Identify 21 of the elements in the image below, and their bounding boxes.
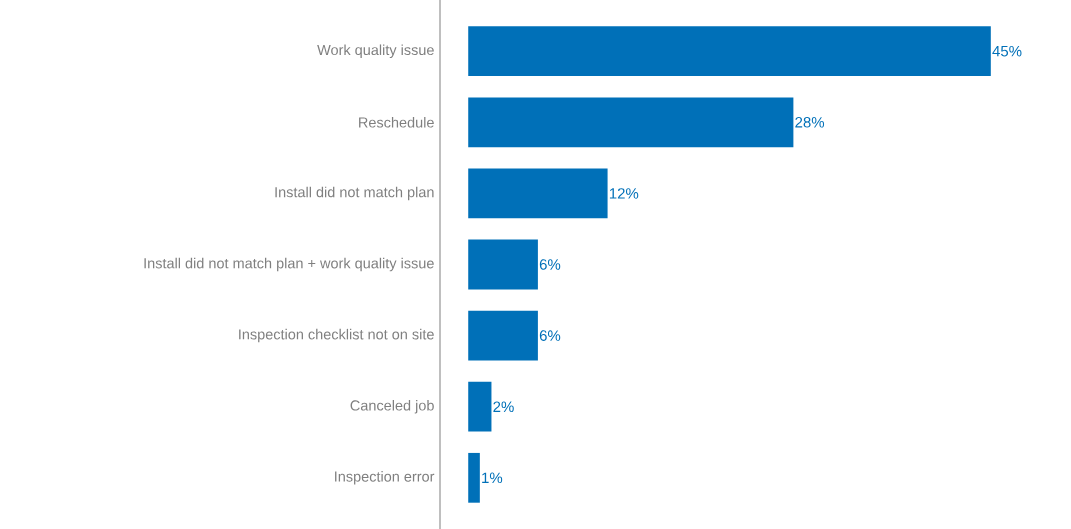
y-tick-label: Install did not match plan + work quality issue <box>144 257 434 272</box>
y-tick-label: Install did not match plan <box>275 186 434 201</box>
bar <box>468 168 608 219</box>
y-tick-label: Reschedule <box>359 116 434 128</box>
y-tick-label: Canceled job <box>350 399 434 414</box>
bar <box>468 381 492 432</box>
y-tick-label: Inspection error <box>335 471 435 485</box>
data-label: 6% <box>539 259 561 270</box>
data-label: 12% <box>609 188 639 199</box>
bar <box>468 310 538 361</box>
data-label: 45% <box>992 45 1022 57</box>
data-label: 2% <box>493 401 514 412</box>
data-label: 6% <box>539 330 561 341</box>
bar <box>468 26 991 77</box>
data-label: 1% <box>482 472 503 484</box>
y-tick-label: Work quality issue <box>317 44 434 58</box>
bar <box>468 97 794 148</box>
bar <box>468 452 480 503</box>
bar <box>468 239 538 290</box>
data-label: 28% <box>795 116 825 128</box>
y-tick-label: Inspection checklist not on site <box>239 328 434 343</box>
